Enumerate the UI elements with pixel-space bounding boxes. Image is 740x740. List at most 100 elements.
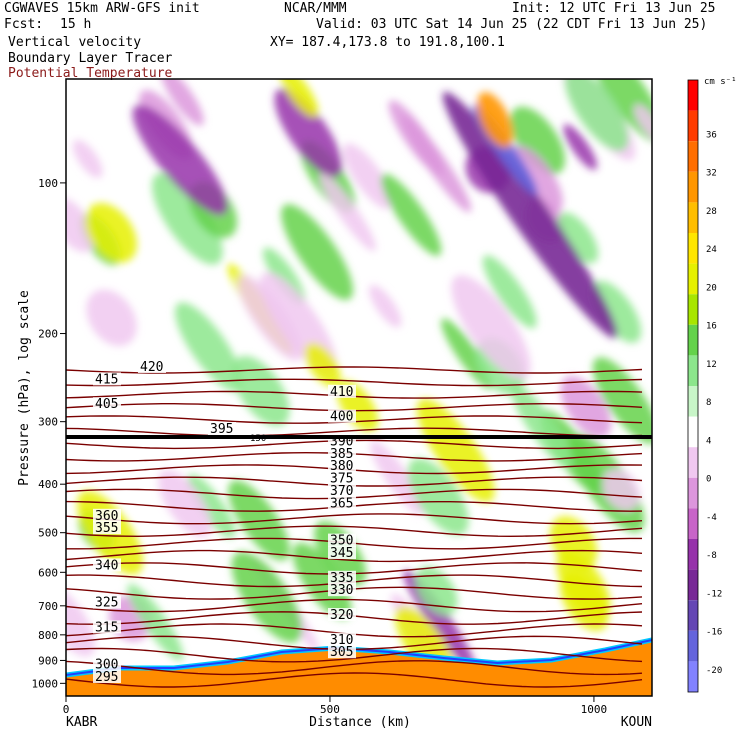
colorbar-level-label: 20 (706, 283, 717, 293)
theta-label: 325 (95, 596, 118, 611)
x-tick-label: 1000 (581, 703, 608, 716)
updraft-cell (557, 212, 599, 264)
theta-contour-line (66, 427, 643, 437)
theta-label-bg (93, 397, 121, 411)
theta-contour-line (66, 647, 643, 663)
colorbar-swatch (688, 110, 698, 142)
theta-label-bg (328, 533, 356, 547)
init-time: Init: 12 UTC Fri 13 Jun 25 (512, 1, 716, 16)
downdraft-band (442, 91, 618, 339)
theta-label-bg (328, 608, 356, 621)
colorbar-level-label: 8 (706, 398, 711, 408)
y-tick-label: 200 (38, 328, 58, 341)
theta-label: 375 (330, 472, 353, 487)
downdraft-cell (66, 197, 95, 253)
updraft-cell (510, 106, 566, 175)
x-tick-label: 0 (63, 703, 70, 716)
theta-label-bg (328, 484, 356, 497)
colorbar-swatch (688, 539, 698, 570)
theta-label-bg (328, 409, 356, 423)
downdraft-cell (237, 275, 302, 361)
x-tick-label: 500 (320, 703, 340, 716)
colorbar-swatch (688, 324, 698, 356)
updraft-cell (556, 551, 611, 619)
colorbar-level-label: 16 (706, 322, 717, 332)
theta-label-bg (328, 471, 356, 485)
colorbar-swatch (688, 233, 698, 264)
field-boundary-layer-tracer: Boundary Layer Tracer (8, 51, 173, 66)
colorbar-swatch (688, 508, 698, 539)
theta-label: 315 (95, 620, 118, 635)
theta-contour-line (66, 672, 643, 688)
right-endpoint-label: KOUN (621, 715, 652, 730)
updraft-cell (85, 203, 137, 263)
theta-contours: 4204154104054003953903853803753703653603… (66, 360, 643, 688)
theta-label: 305 (330, 645, 353, 660)
theta-label: 350 (330, 534, 353, 549)
terrain (66, 640, 652, 696)
updraft-cell (407, 458, 469, 535)
left-endpoint-label: KABR (66, 715, 97, 730)
theta-label-bg (328, 546, 356, 559)
model-title: CGWAVES 15km ARW-GFS init (4, 1, 200, 16)
colorbar-swatch (688, 355, 698, 386)
updraft-cell (127, 584, 184, 661)
updraft-cell (592, 280, 642, 343)
colorbar-level-label: 36 (706, 130, 717, 140)
theta-label: 415 (95, 372, 118, 387)
downdraft-cell (342, 143, 393, 209)
colorbar-level-label: -8 (706, 551, 717, 561)
theta-label-bg (328, 496, 356, 510)
tropopause-label: 150 (250, 434, 266, 444)
downdraft-cell (158, 469, 212, 537)
theta-label-bg (328, 583, 356, 597)
theta-label-bg (328, 645, 356, 659)
theta-contour-line (66, 378, 643, 387)
theta-contour-line (66, 525, 643, 538)
colorbar-level-label: -20 (706, 666, 722, 676)
theta-label: 410 (330, 385, 353, 400)
colorbar-swatch (688, 600, 698, 631)
forecast-label: Fcst: (4, 17, 44, 32)
updraft-cell (279, 79, 319, 118)
x-axis-label: Distance (km) (309, 715, 411, 730)
theta-label-bg (328, 446, 356, 460)
theta-label-bg (93, 670, 121, 683)
y-tick-label: 300 (38, 416, 58, 429)
downdraft-band-left (132, 104, 228, 216)
updraft-cell (381, 173, 442, 256)
updraft-cell (510, 384, 573, 469)
updraft-cell (564, 79, 629, 152)
theta-label: 420 (140, 360, 163, 375)
theta-label-bg (328, 632, 356, 646)
theta-label: 310 (330, 633, 353, 648)
y-tick-label: 100 (38, 177, 58, 190)
colorbar-level-label: -4 (706, 513, 717, 523)
theta-label-bg (93, 372, 121, 386)
theta-label-bg (93, 558, 121, 572)
theta-label-bg (93, 521, 121, 535)
theta-label: 320 (330, 608, 353, 623)
colorbar-swatch (688, 569, 698, 601)
y-tick-label: 500 (38, 527, 58, 540)
colorbar-swatch (688, 171, 698, 203)
colorbar-unit: cm s⁻¹ (704, 77, 737, 87)
colorbar-level-label: -12 (706, 589, 722, 599)
y-tick-label: 700 (38, 600, 58, 613)
org-label: NCAR/MMM (284, 1, 347, 16)
updraft-cell (416, 398, 495, 503)
colorbar-frame (687, 79, 699, 693)
colorbar-swatch (688, 141, 698, 172)
field-potential-temperature: Potential Temperature (8, 66, 173, 81)
colorbar-level-label: 28 (706, 207, 717, 217)
colorbar-level-label: -16 (706, 628, 722, 638)
cross-section-endpoints: XY= 187.4,173.8 to 191.8,100.1 (270, 35, 505, 50)
updraft-cell (174, 302, 243, 392)
colorbar-level-label: 0 (706, 475, 711, 485)
theta-contour-line (66, 598, 643, 613)
theta-label-bg (138, 360, 166, 373)
colorbar-level-label: 12 (706, 360, 717, 370)
theta-label: 405 (95, 397, 118, 412)
theta-label-bg (93, 620, 121, 634)
